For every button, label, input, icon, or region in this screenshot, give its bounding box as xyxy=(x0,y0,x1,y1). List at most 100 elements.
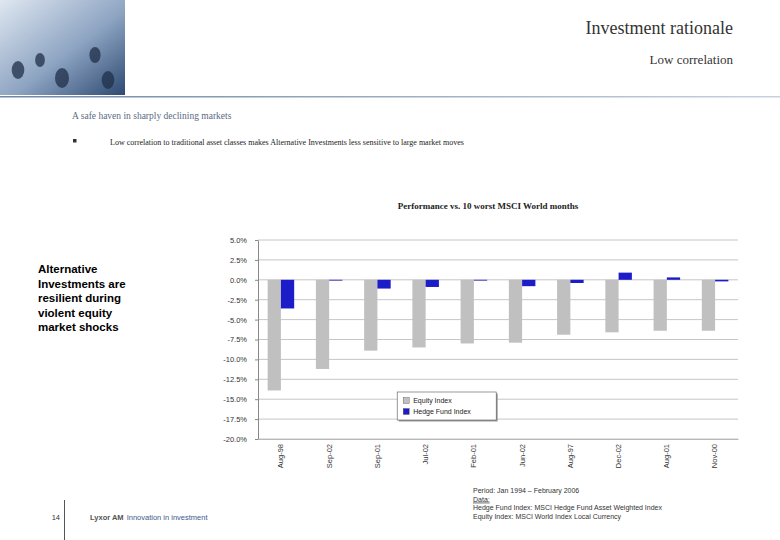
bar xyxy=(619,273,632,280)
header-rule xyxy=(0,96,780,98)
y-tick-mark xyxy=(255,280,258,281)
y-axis-line xyxy=(258,241,259,440)
bar xyxy=(426,280,439,287)
y-tick-label: -20.0% xyxy=(223,435,247,444)
footer-note: Hedge Fund Index: MSCI Hedge Fund Asset … xyxy=(473,504,662,512)
x-tick: Aug-98 xyxy=(276,444,285,468)
y-tick-mark xyxy=(255,240,258,241)
x-tick-label: Sep-01 xyxy=(373,444,382,468)
y-tick: 0.0% xyxy=(230,276,258,285)
y-tick-mark xyxy=(255,320,258,321)
bar xyxy=(522,280,535,286)
y-tick: -7.5% xyxy=(227,335,258,344)
header-image xyxy=(0,0,125,95)
x-axis-line xyxy=(259,439,739,440)
y-tick: 5.0% xyxy=(230,236,258,245)
x-tick: Sep-02 xyxy=(325,444,334,468)
x-tick-label: Aug-98 xyxy=(276,444,285,468)
grid-line xyxy=(258,439,738,440)
x-tick: Aug-97 xyxy=(566,444,575,468)
footer-note: Equity Index: MSCI World Index Local Cur… xyxy=(473,513,622,521)
bar xyxy=(702,280,715,331)
y-tick-label: -17.5% xyxy=(223,415,247,424)
bar xyxy=(329,279,342,281)
x-tick-label: Jun-02 xyxy=(518,444,527,467)
x-tick: Aug-01 xyxy=(662,444,671,468)
footer-brand-line: Lyxor AMInnovation in investment xyxy=(90,513,208,522)
bar xyxy=(461,280,474,344)
annotation-line: Investments are xyxy=(38,278,126,290)
x-tick-label: Aug-01 xyxy=(662,444,671,468)
y-tick: -15.0% xyxy=(223,395,258,404)
grid-line xyxy=(258,359,738,360)
chart-title: Performance vs. 10 worst MSCI World mont… xyxy=(398,201,579,211)
x-tick-label: Sep-02 xyxy=(325,444,334,468)
y-tick-mark xyxy=(255,359,258,360)
y-tick: -5.0% xyxy=(227,316,258,325)
annotation-line: resilient during xyxy=(38,292,121,304)
y-tick-label: -15.0% xyxy=(223,395,247,404)
bar xyxy=(268,280,281,391)
x-tick-label: Jul-02 xyxy=(421,444,430,464)
y-tick-label: 2.5% xyxy=(230,256,247,265)
grid-line xyxy=(258,419,738,420)
chess-piece xyxy=(35,53,45,67)
intro-bullet: Low correlation to traditional asset cla… xyxy=(110,138,464,147)
intro-heading: A safe haven in sharply declining market… xyxy=(72,111,232,121)
bullet-marker xyxy=(73,139,77,143)
footer-note: Period: Jan 1994 – February 2006 xyxy=(473,487,579,495)
series-bars xyxy=(281,273,728,309)
legend: Equity IndexHedge Fund Index xyxy=(397,392,498,422)
y-tick-mark xyxy=(255,379,258,380)
y-tick-label: -10.0% xyxy=(223,355,247,364)
bar xyxy=(281,280,294,309)
footer-note: Data: xyxy=(473,496,490,503)
y-tick: 2.5% xyxy=(230,256,258,265)
legend-swatch xyxy=(403,409,409,415)
y-tick-mark xyxy=(255,340,258,341)
footer-brand: Lyxor AM xyxy=(90,513,124,522)
header-image-pieces xyxy=(12,47,115,89)
y-tick-label: -12.5% xyxy=(223,375,247,384)
series-bars xyxy=(268,280,715,391)
y-axis: 5.0% 2.5% 0.0% -2.5% -5.0% -7.5% -10.0% -12.5% -… xyxy=(223,236,258,444)
x-axis: Aug-98 Sep-02 Sep-01 Jul-02 Feb-01 Jun-02 Aug-… xyxy=(259,440,739,469)
y-tick-label: 5.0% xyxy=(230,236,247,245)
chess-piece xyxy=(89,47,100,63)
y-tick-label: -2.5% xyxy=(227,296,247,305)
y-tick-mark xyxy=(255,439,258,440)
grid-line xyxy=(258,339,738,340)
page-number: 14 xyxy=(52,513,60,522)
grid-line xyxy=(258,379,738,380)
grid-line xyxy=(258,259,738,260)
y-tick: -17.5% xyxy=(223,415,258,424)
bar xyxy=(605,280,618,333)
y-tick-mark xyxy=(255,419,258,420)
x-tick-label: Feb-01 xyxy=(469,444,478,468)
x-tick: Jun-02 xyxy=(518,444,527,467)
bars xyxy=(268,273,729,391)
page: Investment rationaleLow correlationA saf… xyxy=(0,0,780,540)
x-tick: Jul-02 xyxy=(421,444,430,464)
annotation-line: market shocks xyxy=(38,321,119,333)
y-tick-label: -7.5% xyxy=(227,335,247,344)
x-tick-label: Dec-02 xyxy=(614,444,623,468)
y-tick: -10.0% xyxy=(223,355,258,364)
bar xyxy=(570,280,583,283)
chart: 5.0% 2.5% 0.0% -2.5% -5.0% -7.5% -10.0% -12.5% -… xyxy=(223,236,738,468)
footer-rule xyxy=(64,500,65,540)
grid xyxy=(258,240,738,439)
legend-label: Hedge Fund Index xyxy=(413,408,471,416)
chess-piece xyxy=(102,71,115,89)
y-tick-label: 0.0% xyxy=(230,276,247,285)
x-tick: Sep-01 xyxy=(373,444,382,468)
bar xyxy=(377,280,390,289)
bar xyxy=(316,280,329,369)
grid-line xyxy=(258,240,738,241)
x-tick: Feb-01 xyxy=(469,444,478,468)
legend-swatch xyxy=(403,398,409,404)
grid-line xyxy=(258,399,738,400)
bar xyxy=(715,280,728,282)
x-tick-label: Aug-97 xyxy=(566,444,575,468)
bar xyxy=(509,280,522,343)
